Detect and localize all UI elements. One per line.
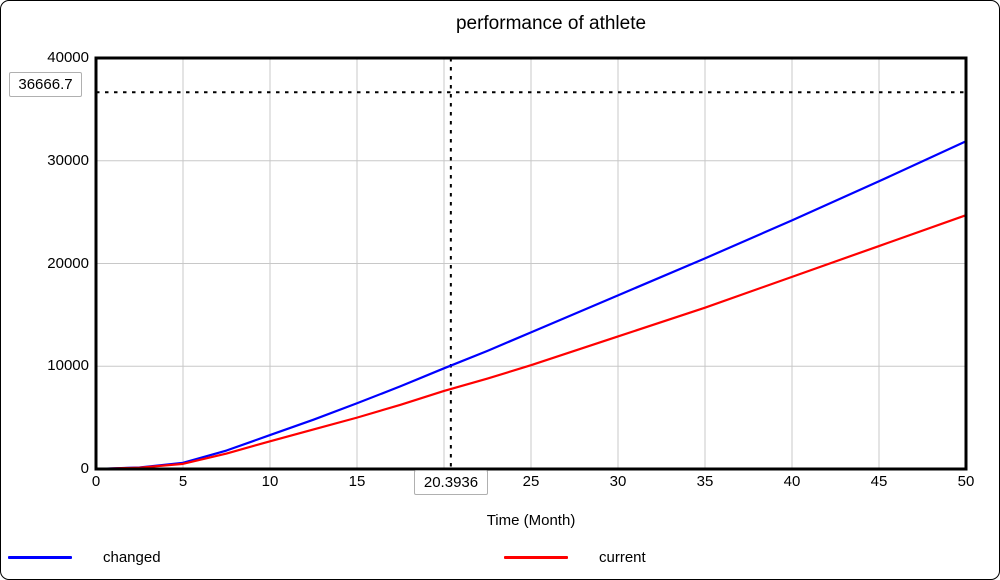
x-tick-label: 0 xyxy=(91,473,101,490)
y-tick-label: 30000 xyxy=(47,151,89,169)
x-tick-label: 15 xyxy=(348,473,366,490)
crosshair-y-readout: 36666.7 xyxy=(9,72,82,97)
chart-title: performance of athlete xyxy=(455,13,647,34)
y-tick-label: 10000 xyxy=(47,357,89,375)
x-tick-label: 5 xyxy=(178,473,188,490)
x-tick-label: 30 xyxy=(609,473,627,490)
y-tick-label: 0 xyxy=(80,460,89,477)
x-tick-label: 10 xyxy=(261,473,279,490)
series-line-current xyxy=(95,214,967,471)
crosshair-x-readout: 20.3936 xyxy=(414,470,488,495)
series-line-changed xyxy=(95,140,967,471)
y-tick-label: 40000 xyxy=(47,49,89,66)
x-axis-title: Time (Month) xyxy=(486,512,576,529)
x-tick-label: 35 xyxy=(696,473,714,490)
legend-label-current: current xyxy=(599,548,646,566)
x-tick-label: 40 xyxy=(783,473,801,490)
legend-label-changed: changed xyxy=(103,548,161,566)
legend-item-changed: changed xyxy=(8,547,161,567)
x-tick-label: 50 xyxy=(957,473,975,490)
plot-frame xyxy=(94,56,968,471)
x-tick-label: 25 xyxy=(522,473,540,490)
legend-item-current: current xyxy=(504,547,646,567)
legend-line-changed xyxy=(8,555,72,559)
y-tick-label: 20000 xyxy=(47,254,89,272)
legend-line-current xyxy=(504,555,568,559)
x-tick-label: 45 xyxy=(870,473,888,490)
